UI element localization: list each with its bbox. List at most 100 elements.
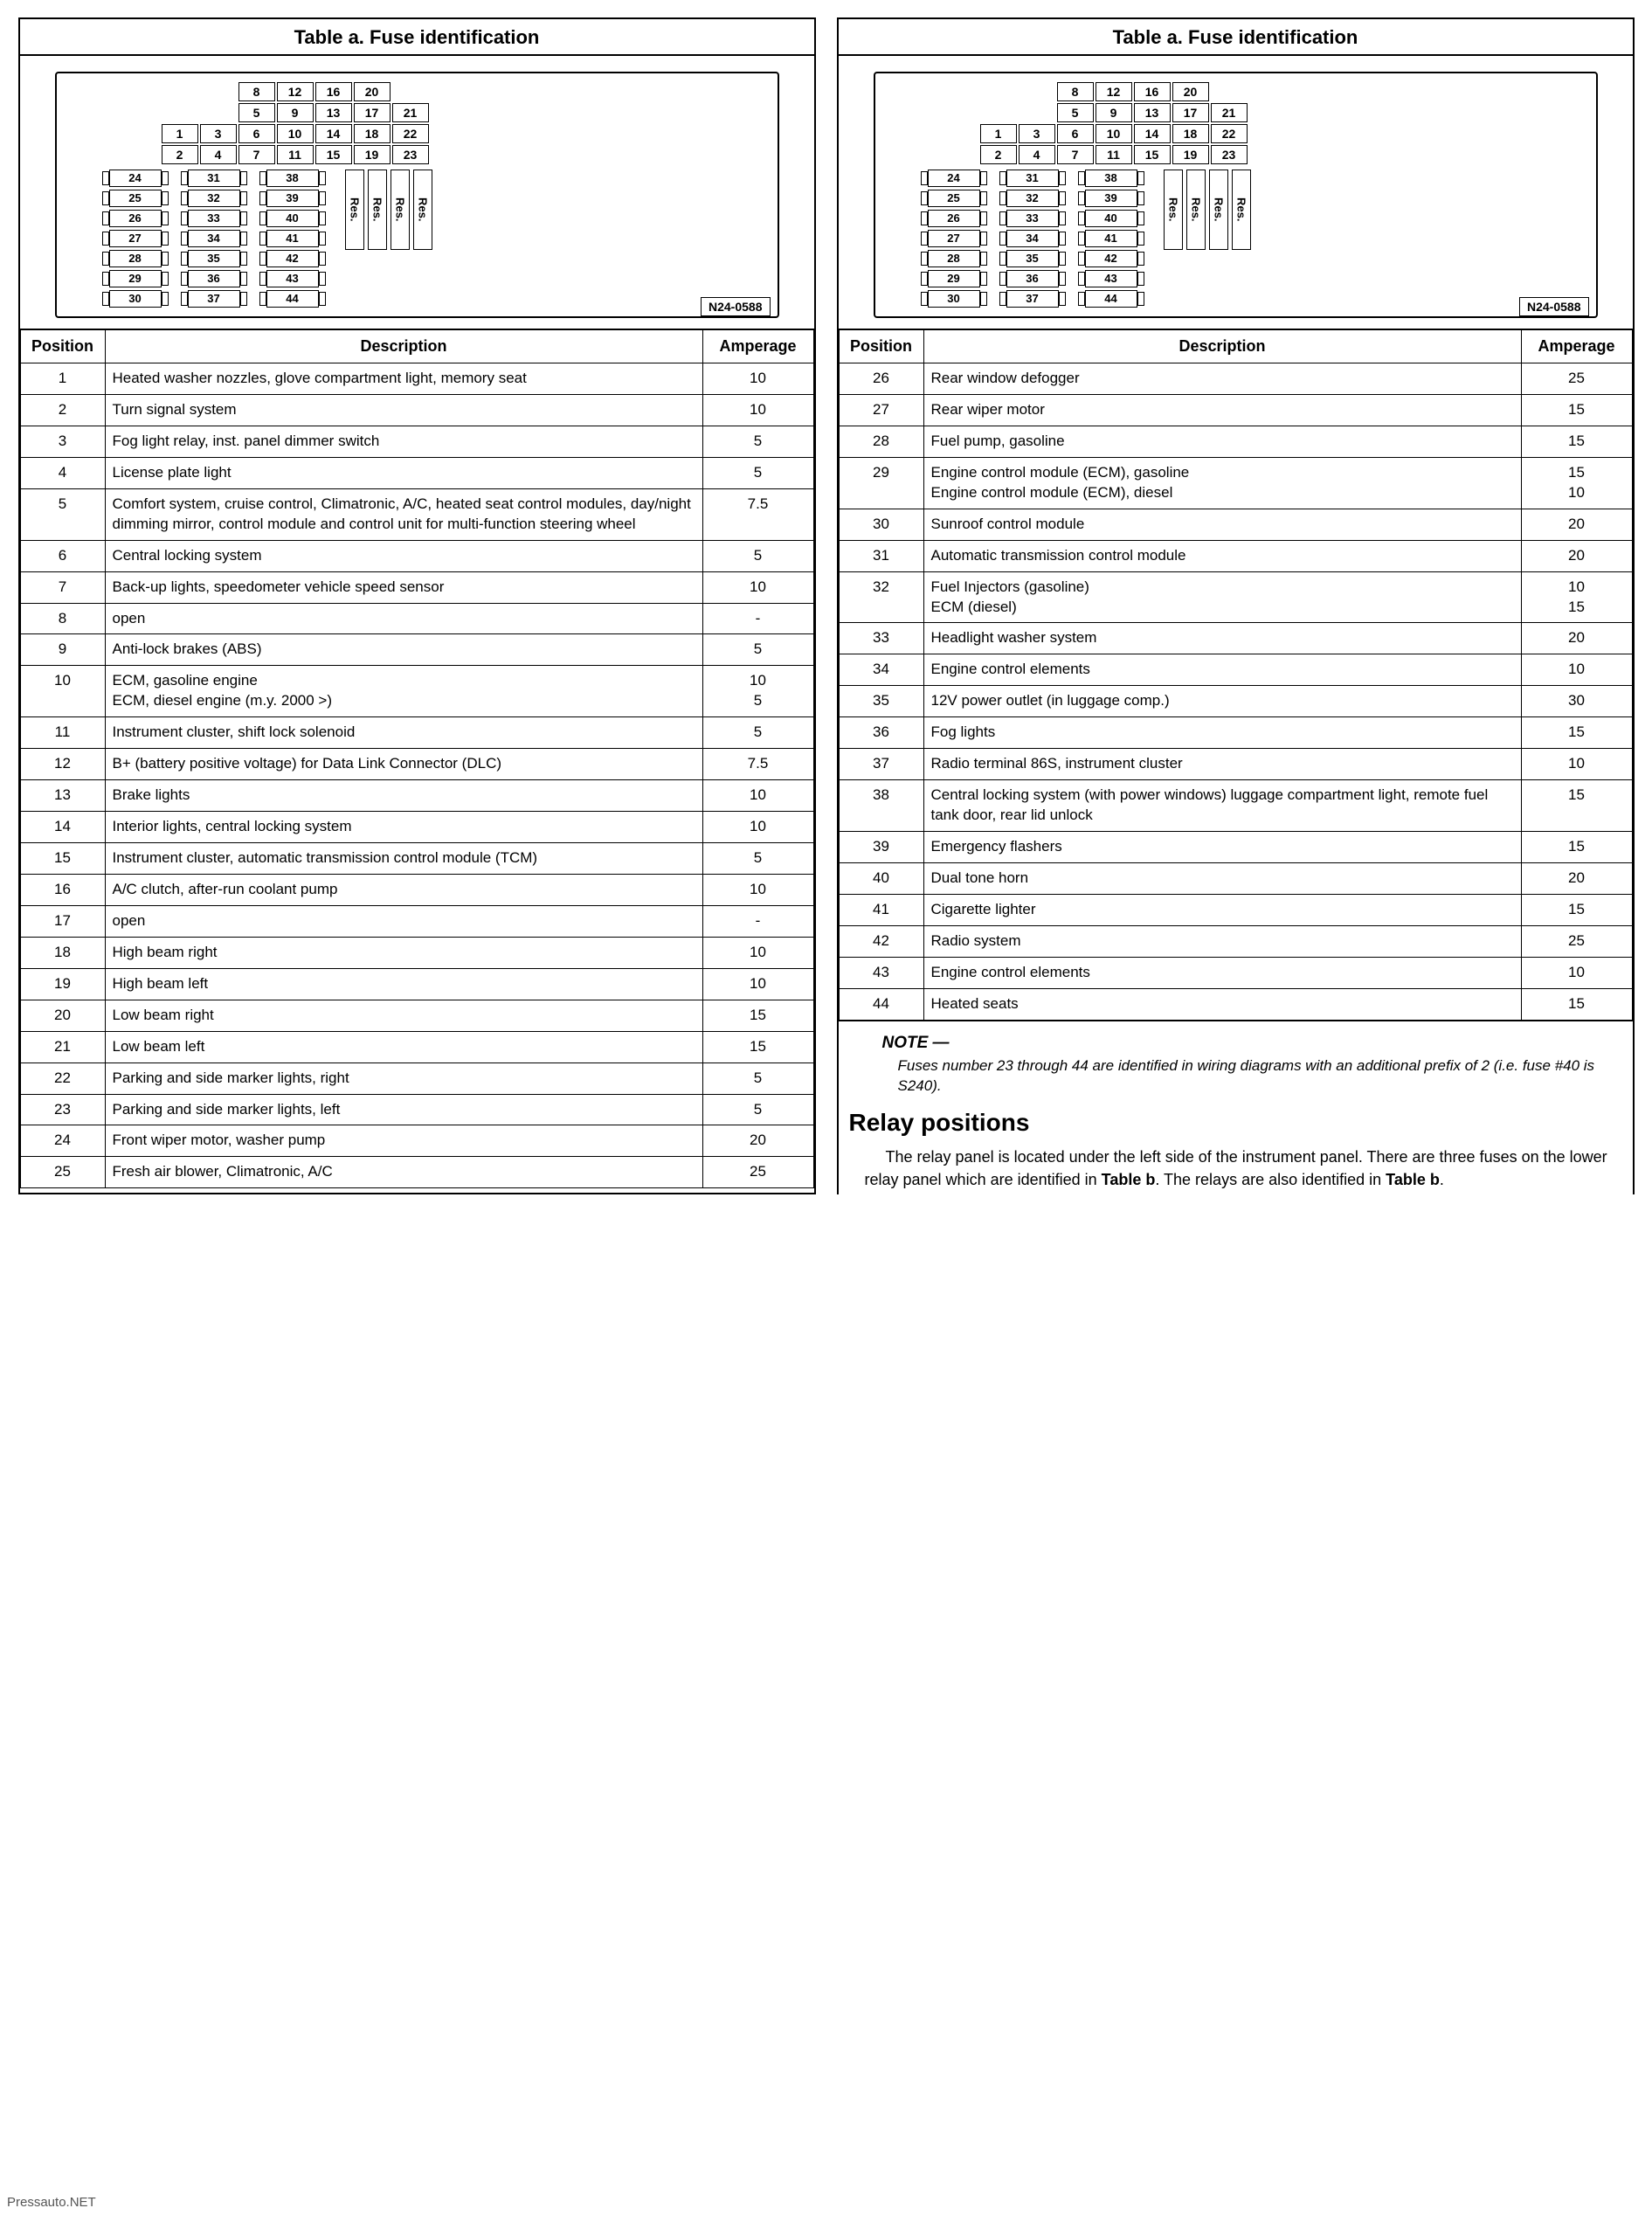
- cell-position: 13: [20, 780, 105, 812]
- fuse-pos-39: 39: [266, 190, 319, 207]
- cell-amperage: 5: [702, 1063, 813, 1094]
- cell-amperage: 10: [1521, 957, 1632, 988]
- table-row: 9Anti-lock brakes (ABS)5: [20, 634, 813, 666]
- cell-description: Front wiper motor, washer pump: [105, 1125, 702, 1157]
- cell-amperage: 5: [702, 634, 813, 666]
- cell-position: 30: [839, 509, 923, 540]
- table-row: 23Parking and side marker lights, left5: [20, 1094, 813, 1125]
- fuse-pos-21: 21: [392, 103, 429, 122]
- fuse-pos-17: 17: [1172, 103, 1209, 122]
- table-row: 14Interior lights, central locking syste…: [20, 812, 813, 843]
- fuse-pos-15: 15: [1134, 145, 1171, 164]
- cell-amperage: 20: [1521, 623, 1632, 654]
- cell-amperage: 10: [702, 571, 813, 603]
- note-block: NOTE — Fuses number 23 through 44 are id…: [839, 1021, 1633, 1104]
- table-row: 1Heated washer nozzles, glove compartmen…: [20, 363, 813, 395]
- col-position: Position: [20, 330, 105, 363]
- cell-position: 43: [839, 957, 923, 988]
- cell-position: 35: [839, 686, 923, 717]
- fuse-pos-7: 7: [238, 145, 275, 164]
- cell-description: Radio terminal 86S, instrument cluster: [923, 749, 1521, 780]
- cell-description: Fresh air blower, Climatronic, A/C: [105, 1157, 702, 1188]
- cell-amperage: 15: [1521, 717, 1632, 749]
- cell-position: 31: [839, 540, 923, 571]
- cell-amperage: 10: [702, 874, 813, 905]
- res-group-right: Res. Res. Res. Res.: [1164, 170, 1251, 250]
- left-diagram-area: 8121620591317211361014182224711151923 24…: [20, 56, 814, 330]
- fuse-pos-23: 23: [392, 145, 429, 164]
- cell-position: 4: [20, 457, 105, 488]
- cell-description: Fog light relay, inst. panel dimmer swit…: [105, 426, 702, 457]
- fuse-pos-26: 26: [928, 210, 980, 227]
- note-title: NOTE —: [882, 1034, 1607, 1053]
- cell-amperage: 7.5: [702, 488, 813, 540]
- fuse-pos-2: 2: [980, 145, 1017, 164]
- res-cell: Res.: [391, 170, 410, 250]
- cell-description: Heated washer nozzles, glove compartment…: [105, 363, 702, 395]
- cell-description: Anti-lock brakes (ABS): [105, 634, 702, 666]
- fuse-pos-8: 8: [1057, 82, 1094, 101]
- cell-amperage: 10: [702, 937, 813, 968]
- cell-description: Automatic transmission control module: [923, 540, 1521, 571]
- cell-description: Turn signal system: [105, 394, 702, 426]
- res-cell: Res.: [368, 170, 387, 250]
- fuse-pos-20: 20: [354, 82, 391, 101]
- fuse-pos-40: 40: [266, 210, 319, 227]
- cell-amperage: 15: [1521, 394, 1632, 426]
- relay-text-post: .: [1440, 1171, 1444, 1188]
- fuse-pos-35: 35: [1006, 250, 1059, 267]
- cell-description: Cigarette lighter: [923, 894, 1521, 925]
- mid-grid-right: 2431382532392633402734412835422936433037…: [928, 170, 1137, 308]
- res-cell: Res.: [1186, 170, 1206, 250]
- cell-description: open: [105, 905, 702, 937]
- note-text: Fuses number 23 through 44 are identifie…: [898, 1056, 1607, 1097]
- table-row: 30Sunroof control module20: [839, 509, 1632, 540]
- fuse-pos-34: 34: [188, 230, 240, 247]
- fuse-pos-42: 42: [266, 250, 319, 267]
- table-row: 2Turn signal system10: [20, 394, 813, 426]
- table-row: 4License plate light5: [20, 457, 813, 488]
- diagram-code-right: N24-0588: [1519, 297, 1589, 316]
- table-row: 37Radio terminal 86S, instrument cluster…: [839, 749, 1632, 780]
- cell-position: 16: [20, 874, 105, 905]
- cell-position: 12: [20, 749, 105, 780]
- relay-b1: Table b: [1102, 1171, 1156, 1188]
- cell-position: 34: [839, 654, 923, 686]
- table-row: 11Instrument cluster, shift lock solenoi…: [20, 717, 813, 749]
- fuse-pos-37: 37: [188, 290, 240, 308]
- fuse-pos-32: 32: [1006, 190, 1059, 207]
- cell-description: Instrument cluster, shift lock solenoid: [105, 717, 702, 749]
- table-row: 3512V power outlet (in luggage comp.)30: [839, 686, 1632, 717]
- table-row: 38Central locking system (with power win…: [839, 780, 1632, 832]
- cell-description: Low beam left: [105, 1031, 702, 1063]
- fuse-pos-22: 22: [392, 124, 429, 143]
- fuse-pos-40: 40: [1085, 210, 1137, 227]
- table-row: 43Engine control elements10: [839, 957, 1632, 988]
- table-row: 10ECM, gasoline engine ECM, diesel engin…: [20, 666, 813, 717]
- cell-position: 19: [20, 968, 105, 1000]
- fuse-pos-33: 33: [188, 210, 240, 227]
- table-row: 42Radio system25: [839, 925, 1632, 957]
- cell-amperage: 10: [1521, 749, 1632, 780]
- cell-position: 9: [20, 634, 105, 666]
- fuse-pos-1: 1: [980, 124, 1017, 143]
- cell-position: 14: [20, 812, 105, 843]
- fuse-pos-9: 9: [1096, 103, 1132, 122]
- table-row: 17open-: [20, 905, 813, 937]
- cell-amperage: 7.5: [702, 749, 813, 780]
- cell-amperage: 10: [1521, 654, 1632, 686]
- table-row: 24Front wiper motor, washer pump20: [20, 1125, 813, 1157]
- watermark: Pressauto.NET: [7, 2195, 96, 2210]
- cell-position: 27: [839, 394, 923, 426]
- cell-position: 26: [839, 363, 923, 395]
- cell-description: Sunroof control module: [923, 509, 1521, 540]
- fuse-pos-37: 37: [1006, 290, 1059, 308]
- cell-amperage: 5: [702, 717, 813, 749]
- fuse-pos-34: 34: [1006, 230, 1059, 247]
- fuse-pos-20: 20: [1172, 82, 1209, 101]
- table-row: 44Heated seats15: [839, 988, 1632, 1020]
- fuse-pos-44: 44: [266, 290, 319, 308]
- fuse-pos-35: 35: [188, 250, 240, 267]
- cell-position: 29: [839, 457, 923, 509]
- cell-position: 38: [839, 780, 923, 832]
